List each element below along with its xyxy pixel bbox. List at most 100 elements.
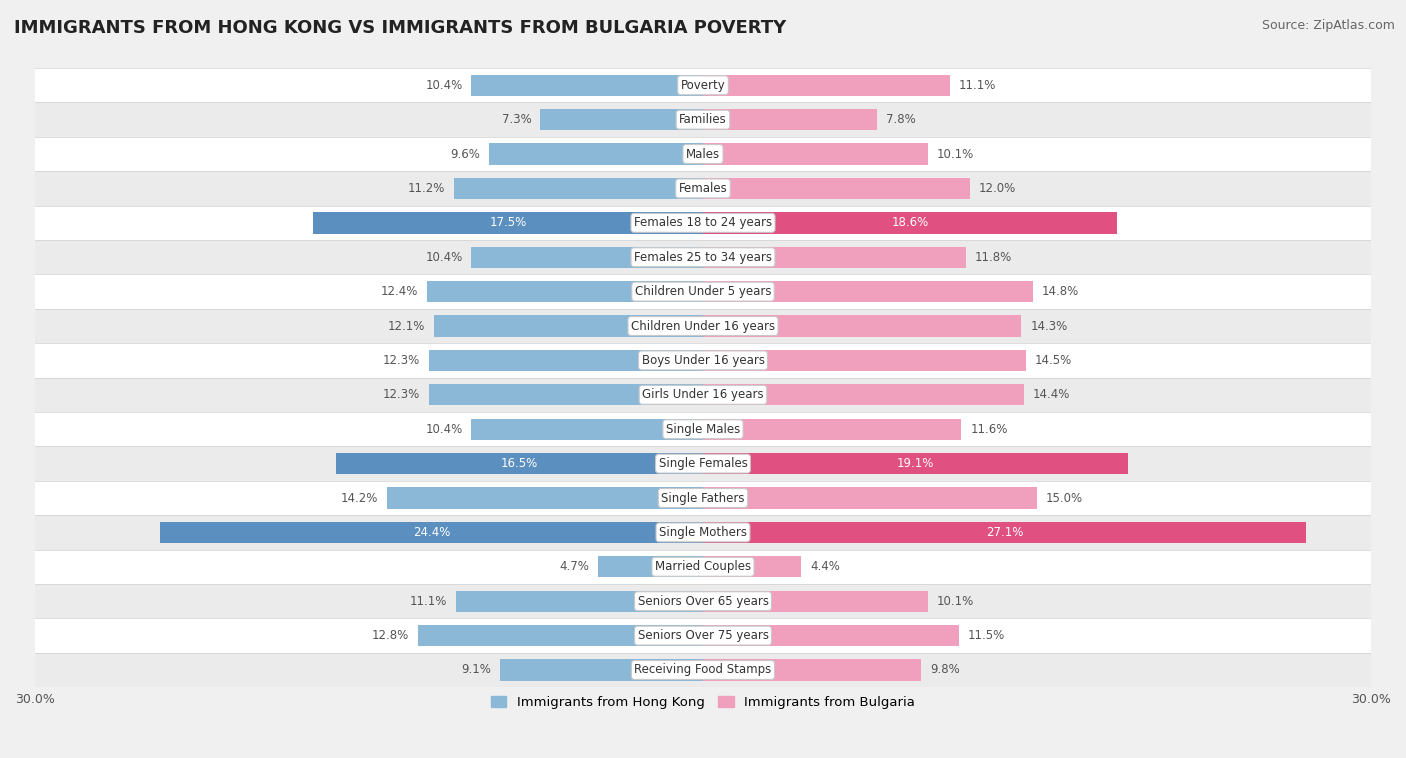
Bar [599, 556, 703, 578]
Bar [703, 143, 928, 164]
Text: Single Males: Single Males [666, 423, 740, 436]
Bar [35, 137, 1371, 171]
Bar [429, 384, 703, 406]
Text: Boys Under 16 years: Boys Under 16 years [641, 354, 765, 367]
Bar [703, 281, 1032, 302]
Legend: Immigrants from Hong Kong, Immigrants from Bulgaria: Immigrants from Hong Kong, Immigrants fr… [485, 691, 921, 715]
Text: 14.4%: 14.4% [1032, 388, 1070, 401]
Text: 14.3%: 14.3% [1031, 320, 1067, 333]
Bar [703, 453, 1129, 475]
Text: Girls Under 16 years: Girls Under 16 years [643, 388, 763, 401]
Text: 4.4%: 4.4% [810, 560, 839, 573]
Text: 9.6%: 9.6% [450, 148, 481, 161]
Bar [433, 315, 703, 337]
Text: Married Couples: Married Couples [655, 560, 751, 573]
Text: IMMIGRANTS FROM HONG KONG VS IMMIGRANTS FROM BULGARIA POVERTY: IMMIGRANTS FROM HONG KONG VS IMMIGRANTS … [14, 19, 786, 37]
Text: 12.8%: 12.8% [371, 629, 409, 642]
Text: Females: Females [679, 182, 727, 195]
Bar [336, 453, 703, 475]
Bar [35, 309, 1371, 343]
Text: Females 25 to 34 years: Females 25 to 34 years [634, 251, 772, 264]
Text: Receiving Food Stamps: Receiving Food Stamps [634, 663, 772, 676]
Bar [703, 487, 1038, 509]
Text: 27.1%: 27.1% [986, 526, 1024, 539]
Text: 11.6%: 11.6% [970, 423, 1008, 436]
Bar [35, 584, 1371, 619]
Bar [35, 377, 1371, 412]
Text: Single Mothers: Single Mothers [659, 526, 747, 539]
Bar [703, 349, 1026, 371]
Bar [703, 315, 1021, 337]
Bar [35, 343, 1371, 377]
Text: 7.3%: 7.3% [502, 113, 531, 126]
Bar [35, 412, 1371, 446]
Text: 11.1%: 11.1% [409, 595, 447, 608]
Text: 10.4%: 10.4% [425, 251, 463, 264]
Bar [35, 68, 1371, 102]
Bar [35, 102, 1371, 137]
Bar [35, 274, 1371, 309]
Bar [427, 281, 703, 302]
Text: Source: ZipAtlas.com: Source: ZipAtlas.com [1261, 19, 1395, 32]
Text: Single Fathers: Single Fathers [661, 491, 745, 505]
Bar [35, 205, 1371, 240]
Bar [703, 246, 966, 268]
Bar [703, 109, 877, 130]
Bar [35, 171, 1371, 205]
Text: 12.3%: 12.3% [382, 388, 420, 401]
Text: 17.5%: 17.5% [489, 216, 527, 230]
Bar [703, 625, 959, 647]
Text: 11.5%: 11.5% [967, 629, 1005, 642]
Bar [429, 349, 703, 371]
Bar [418, 625, 703, 647]
Bar [501, 659, 703, 681]
Text: 10.1%: 10.1% [936, 595, 974, 608]
Bar [540, 109, 703, 130]
Text: Males: Males [686, 148, 720, 161]
Bar [489, 143, 703, 164]
Bar [35, 446, 1371, 481]
Text: 4.7%: 4.7% [560, 560, 589, 573]
Bar [703, 212, 1118, 233]
Text: Seniors Over 65 years: Seniors Over 65 years [637, 595, 769, 608]
Bar [703, 178, 970, 199]
Bar [471, 246, 703, 268]
Text: 11.8%: 11.8% [974, 251, 1012, 264]
Text: 12.1%: 12.1% [387, 320, 425, 333]
Bar [703, 659, 921, 681]
Text: 18.6%: 18.6% [891, 216, 929, 230]
Text: 14.5%: 14.5% [1035, 354, 1071, 367]
Bar [471, 418, 703, 440]
Text: Families: Families [679, 113, 727, 126]
Bar [703, 74, 950, 96]
Text: 24.4%: 24.4% [412, 526, 450, 539]
Bar [35, 619, 1371, 653]
Text: 11.2%: 11.2% [408, 182, 444, 195]
Bar [35, 653, 1371, 688]
Bar [703, 384, 1024, 406]
Bar [314, 212, 703, 233]
Bar [703, 522, 1306, 543]
Text: Poverty: Poverty [681, 79, 725, 92]
Text: 12.0%: 12.0% [979, 182, 1017, 195]
Bar [456, 590, 703, 612]
Text: Females 18 to 24 years: Females 18 to 24 years [634, 216, 772, 230]
Text: Seniors Over 75 years: Seniors Over 75 years [637, 629, 769, 642]
Bar [35, 550, 1371, 584]
Bar [387, 487, 703, 509]
Text: 16.5%: 16.5% [501, 457, 538, 470]
Bar [703, 556, 801, 578]
Text: Children Under 16 years: Children Under 16 years [631, 320, 775, 333]
Bar [160, 522, 703, 543]
Bar [454, 178, 703, 199]
Bar [471, 74, 703, 96]
Text: 14.2%: 14.2% [340, 491, 378, 505]
Text: 14.8%: 14.8% [1042, 285, 1078, 298]
Bar [35, 515, 1371, 550]
Text: 19.1%: 19.1% [897, 457, 935, 470]
Text: 11.1%: 11.1% [959, 79, 997, 92]
Text: Children Under 5 years: Children Under 5 years [634, 285, 772, 298]
Bar [703, 418, 962, 440]
Text: 12.3%: 12.3% [382, 354, 420, 367]
Bar [35, 240, 1371, 274]
